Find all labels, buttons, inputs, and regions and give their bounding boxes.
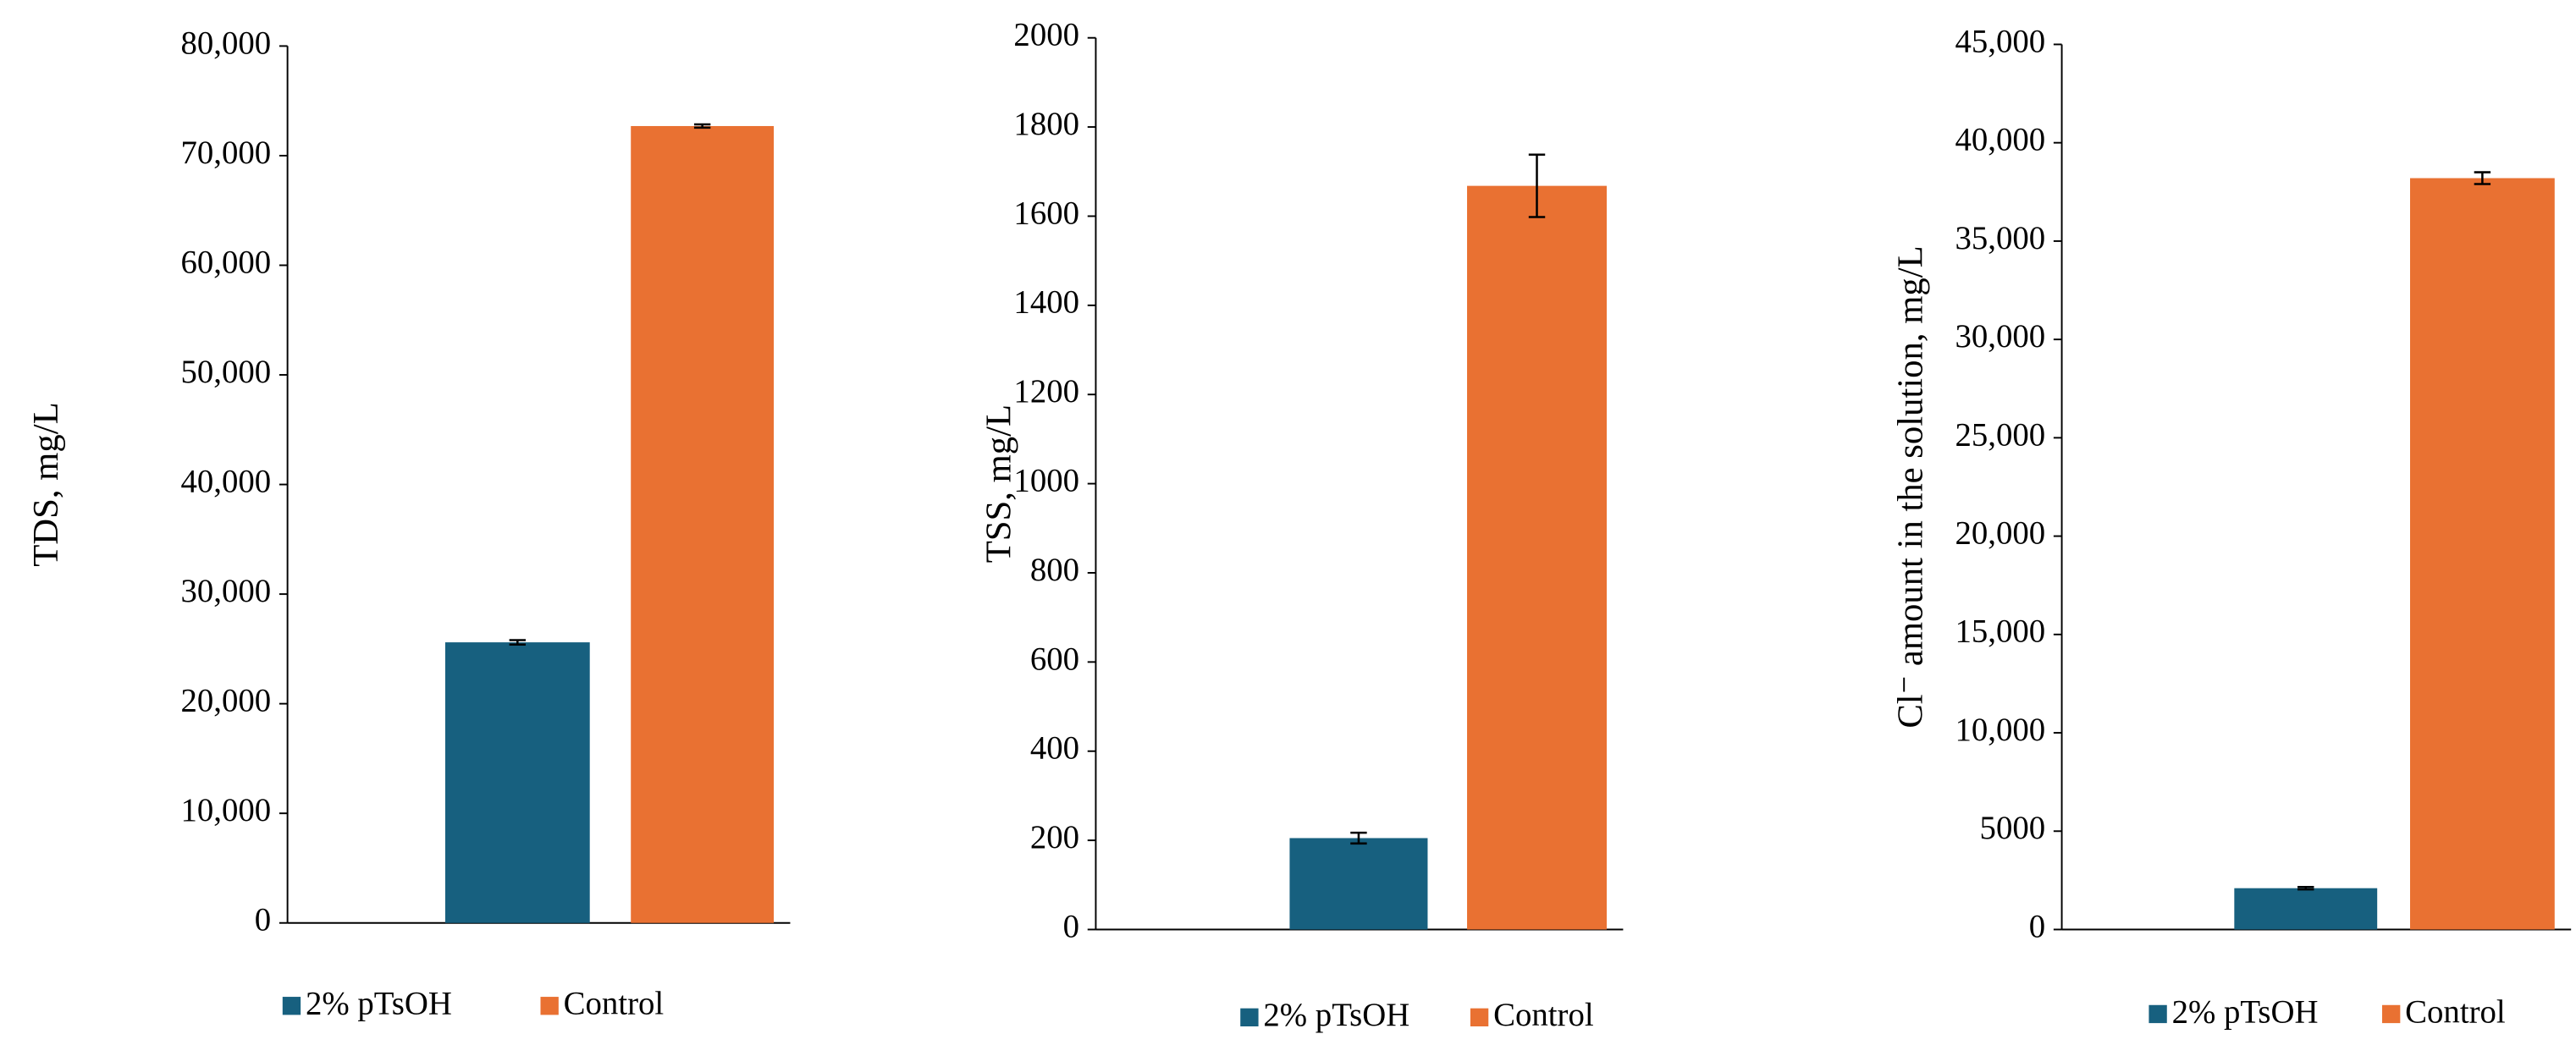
y-tick-label: 15,000 <box>1955 613 2045 650</box>
y-tick-label: 20,000 <box>181 683 272 719</box>
y-tick-label: 1200 <box>1013 373 1079 410</box>
bar <box>2234 888 2378 930</box>
legend-swatch <box>540 997 559 1015</box>
y-tick-label: 5000 <box>1980 810 2046 846</box>
bar <box>1289 838 1428 930</box>
y-tick-label: 30,000 <box>181 573 272 609</box>
y-axis-label: TDS, mg/L <box>26 402 66 566</box>
y-tick-label: 0 <box>255 902 271 938</box>
legend-label: 2% pTsOH <box>306 986 452 1022</box>
legend-swatch <box>282 997 301 1015</box>
y-tick-label: 40,000 <box>181 463 272 499</box>
y-tick-label: 0 <box>2029 908 2045 944</box>
legend-label: Control <box>2405 993 2506 1030</box>
y-tick-label: 70,000 <box>181 135 272 171</box>
y-tick-label: 40,000 <box>1955 122 2045 158</box>
y-tick-label: 50,000 <box>181 354 272 390</box>
bar <box>1467 185 1607 930</box>
y-tick-label: 2000 <box>1013 17 1079 53</box>
y-tick-label: 35,000 <box>1955 220 2045 256</box>
y-tick-label: 45,000 <box>1955 23 2045 59</box>
legend-swatch <box>2149 1004 2167 1024</box>
y-tick-label: 0 <box>1063 908 1079 944</box>
error-bar <box>1528 153 1546 218</box>
y-tick-label: 200 <box>1030 819 1079 855</box>
y-tick-label: 25,000 <box>1955 416 2045 453</box>
legend-swatch <box>1470 1008 1489 1026</box>
legend-label: 2% pTsOH <box>1263 997 1409 1033</box>
y-tick-label: 10,000 <box>1955 712 2045 748</box>
y-tick-label: 60,000 <box>181 244 272 280</box>
error-bar <box>2297 886 2314 891</box>
y-tick-label: 1800 <box>1013 106 1079 142</box>
y-tick-label: 20,000 <box>1955 515 2045 552</box>
bar <box>444 642 590 923</box>
y-axis-label: Cl⁻ amount in the solution, mg/L <box>1891 245 1931 728</box>
y-tick-label: 30,000 <box>1955 318 2045 355</box>
legend-label: Control <box>1493 997 1594 1033</box>
y-tick-label: 10,000 <box>181 792 272 828</box>
error-bar <box>2474 171 2491 185</box>
y-tick-label: 80,000 <box>181 25 272 61</box>
y-tick-label: 400 <box>1030 730 1079 767</box>
bar <box>2409 178 2555 930</box>
error-bar <box>693 123 711 129</box>
legend-swatch <box>2381 1004 2401 1024</box>
legend-label: Control <box>564 986 665 1022</box>
y-tick-label: 1000 <box>1013 463 1079 499</box>
legend-label: 2% pTsOH <box>2172 993 2319 1030</box>
error-bar <box>509 639 527 646</box>
error-bar <box>1350 831 1367 845</box>
y-axis-label: TSS, mg/L <box>979 404 1019 563</box>
legend-swatch <box>1240 1008 1259 1026</box>
y-tick-label: 800 <box>1030 552 1079 588</box>
y-tick-label: 600 <box>1030 641 1079 677</box>
bar <box>631 125 775 923</box>
y-tick-label: 1400 <box>1013 284 1079 321</box>
y-tick-label: 1600 <box>1013 195 1079 231</box>
